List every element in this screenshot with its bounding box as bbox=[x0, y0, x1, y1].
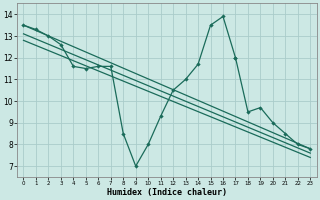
X-axis label: Humidex (Indice chaleur): Humidex (Indice chaleur) bbox=[107, 188, 227, 197]
